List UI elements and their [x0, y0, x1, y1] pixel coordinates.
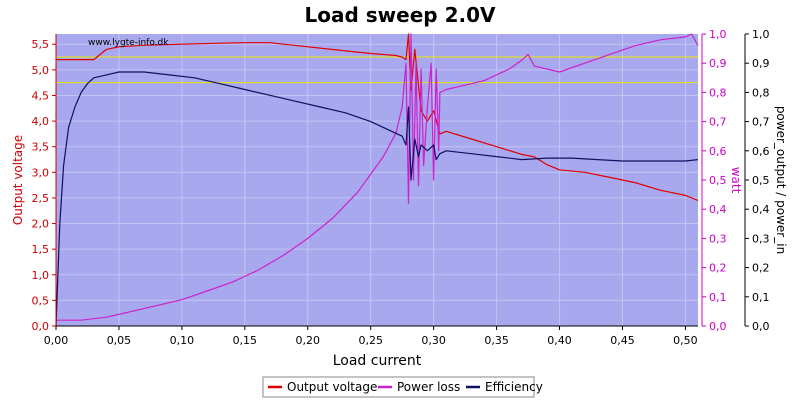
y-left-tick-label: 4,5	[32, 89, 50, 102]
y-right1-tick-label: 0,6	[709, 145, 727, 158]
y-right1-ticks: 0,0 0,1 0,2 0,3 0,4 0,5 0,6 0,7 0,8 0,9 1,0	[702, 28, 727, 333]
y-left-tick-label: 5,5	[32, 38, 50, 51]
x-tick-label: 0,35	[484, 334, 509, 347]
y-right1-tick-label: 0,3	[709, 232, 727, 245]
y-right2-tick-label: 0,6	[752, 145, 770, 158]
y-left-tick-label: 3,0	[32, 166, 50, 179]
y-right1-tick-label: 0,4	[709, 203, 727, 216]
y-right2-tick-label: 0,3	[752, 232, 770, 245]
y-right1-tick-label: 0,2	[709, 262, 727, 275]
chart-title: Load sweep 2.0V	[305, 3, 496, 27]
x-tick-label: 0,30	[421, 334, 446, 347]
efficiency-line	[55, 71, 699, 327]
y-right1-tick-label: 0,7	[709, 116, 727, 129]
x-tick-label: 0,40	[547, 334, 572, 347]
x-axis-label: Load current	[333, 353, 422, 369]
y-left-tick-label: 1,0	[32, 269, 50, 282]
y-left-tick-label: 3,5	[32, 141, 50, 154]
y-left-tick-label: 0,5	[32, 294, 50, 307]
y-right2-tick-label: 0,2	[752, 262, 770, 275]
y-right1-tick-label: 0,8	[709, 86, 727, 99]
y-right2-ticks: 0,0 0,1 0,2 0,3 0,4 0,5 0,6 0,7 0,8 0,9 1,0	[745, 28, 770, 333]
y-left-tick-label: 2,0	[32, 218, 50, 231]
y-left-axis-label: Output voltage	[11, 135, 25, 225]
legend-efficiency-label: Efficiency	[485, 380, 543, 394]
y-right2-axis-label: power_output / power_in	[774, 106, 788, 254]
voltage-line	[56, 33, 699, 202]
y-right1-tick-label: 1,0	[709, 28, 727, 41]
y-left-tick-label: 2,5	[32, 192, 50, 205]
y-right1-axis-label: watt	[729, 167, 743, 194]
watermark: www.lygte-info.dk	[88, 38, 169, 48]
x-tick-label: 0,15	[233, 334, 258, 347]
y-right1-tick-label: 0,5	[709, 174, 727, 187]
x-tick-label: 0,50	[673, 334, 698, 347]
y-right1-tick-label: 0,9	[709, 57, 727, 70]
series-group	[55, 33, 699, 327]
x-tick-label: 0,10	[170, 334, 195, 347]
x-tick-label: 0,05	[107, 334, 132, 347]
y-right2-tick-label: 1,0	[752, 28, 770, 41]
x-tick-label: 0,45	[610, 334, 635, 347]
x-tick-label: 0,20	[296, 334, 321, 347]
y-right2-tick-label: 0,1	[752, 291, 770, 304]
x-tick-label: 0,25	[358, 334, 383, 347]
reference-lines	[56, 56, 698, 84]
legend-power-loss-label: Power loss	[397, 380, 460, 394]
legend-voltage-label: Output voltage	[287, 380, 377, 394]
plot-area	[56, 34, 698, 326]
legend-box	[262, 376, 535, 398]
y-right2-tick-label: 0,4	[752, 203, 770, 216]
legend: Output voltage Power loss Efficiency	[262, 376, 543, 398]
y-left-tick-label: 4,0	[32, 115, 50, 128]
y-right2-tick-label: 0,9	[752, 57, 770, 70]
y-right2-tick-label: 0,5	[752, 174, 770, 187]
x-ticks: 0,00 0,05 0,10 0,15 0,20 0,25 0,30 0,35 0,40 0,45…	[44, 326, 698, 347]
y-left-ticks: 0,0 0,5 1,0 1,5 2,0 2,5 3,0 3,5 4,0 4,5 5,0 5,5	[32, 38, 56, 333]
y-right2-tick-label: 0,8	[752, 86, 770, 99]
y-right2-tick-label: 0,0	[752, 320, 770, 333]
power-loss-line	[56, 33, 699, 321]
y-left-tick-label: 1,5	[32, 243, 50, 256]
y-left-tick-label: 0,0	[32, 320, 50, 333]
x-tick-label: 0,00	[44, 334, 69, 347]
y-right2-tick-label: 0,7	[752, 116, 770, 129]
y-right1-tick-label: 0,1	[709, 291, 727, 304]
y-left-tick-label: 5,0	[32, 64, 50, 77]
y-right1-tick-label: 0,0	[709, 320, 727, 333]
